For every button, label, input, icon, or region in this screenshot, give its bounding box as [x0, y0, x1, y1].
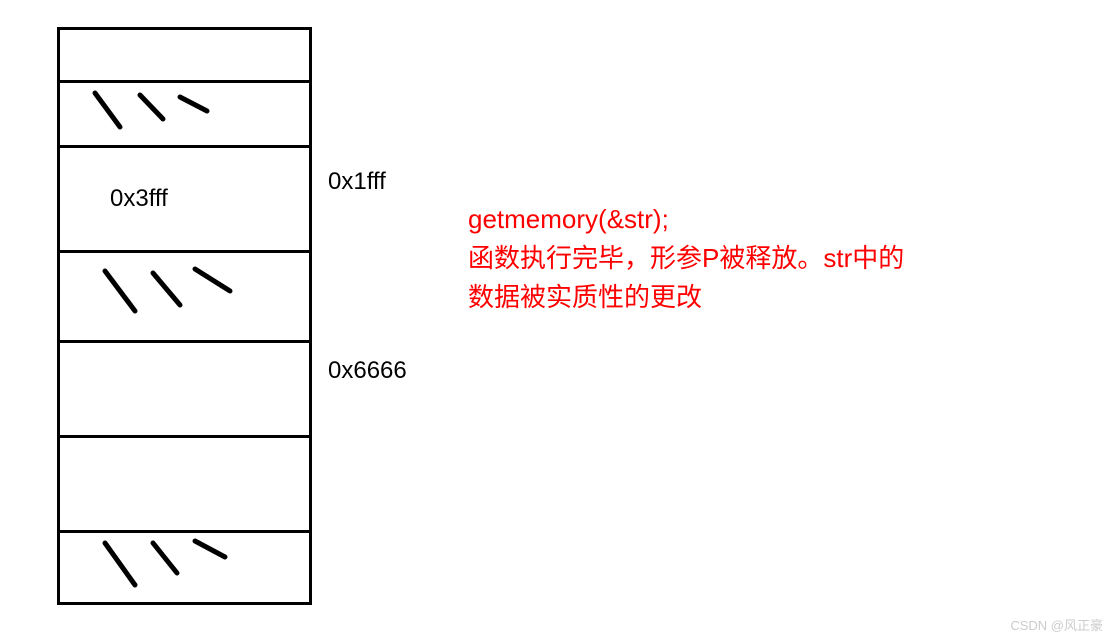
stack-divider [60, 530, 309, 533]
stack-divider [60, 145, 309, 148]
address-label-6666: 0x6666 [328, 357, 407, 385]
watermark: CSDN @风正豪 [1010, 615, 1103, 634]
stack-divider [60, 435, 309, 438]
stack-divider [60, 340, 309, 343]
address-label-1fff: 0x1fff [328, 168, 386, 196]
memory-stack-diagram: 0x3fff [57, 27, 312, 605]
cell-address-value: 0x3fff [110, 185, 168, 213]
annotation-line: 函数执行完毕，形参P被释放。str中的 [468, 239, 904, 278]
hatch-marks [95, 263, 295, 333]
annotation-text: getmemory(&str); 函数执行完毕，形参P被释放。str中的 数据被… [468, 200, 904, 317]
hatch-marks [95, 535, 295, 603]
annotation-line: getmemory(&str); [468, 200, 904, 239]
stack-divider [60, 80, 309, 83]
hatch-marks [85, 85, 285, 140]
stack-divider [60, 250, 309, 253]
annotation-line: 数据被实质性的更改 [468, 278, 904, 317]
